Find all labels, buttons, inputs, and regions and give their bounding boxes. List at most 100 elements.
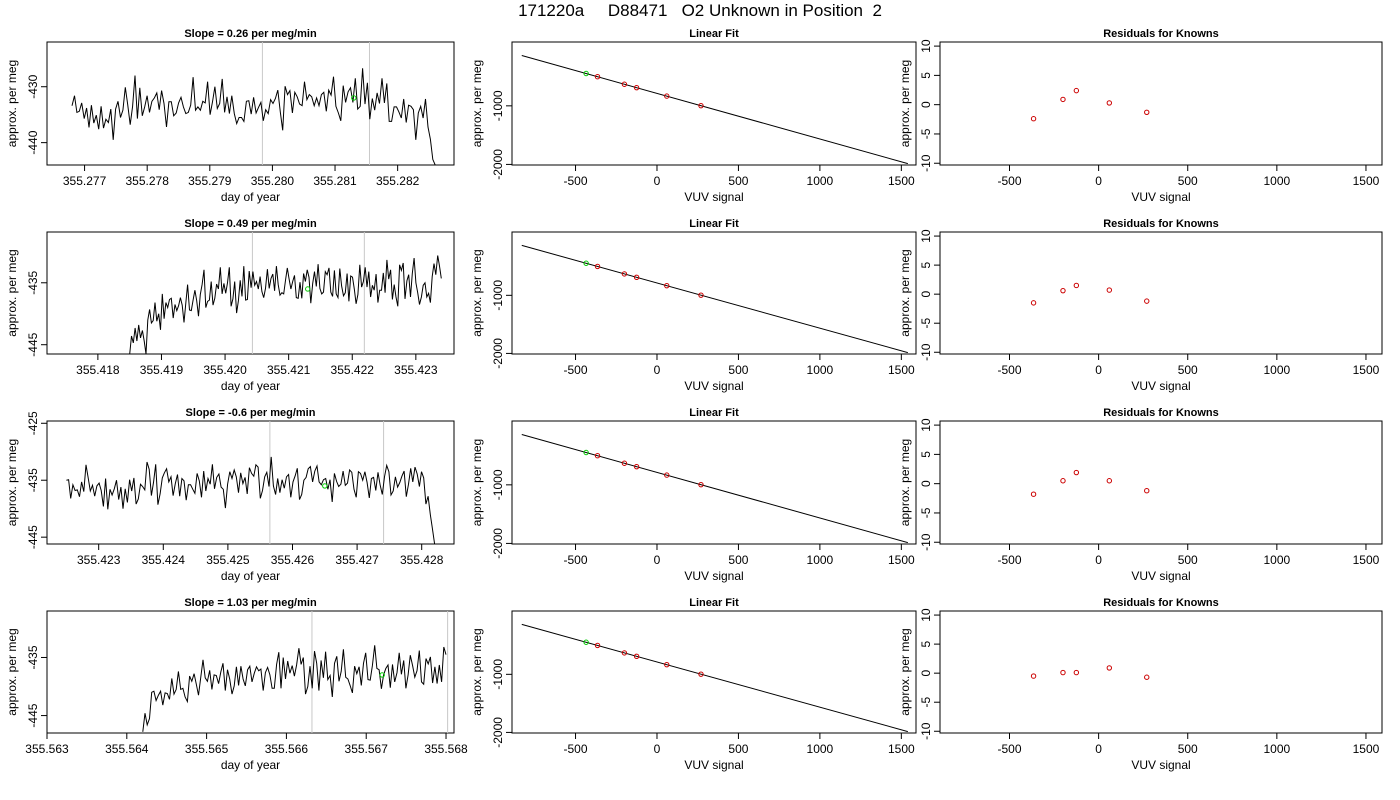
residual-point xyxy=(1030,116,1037,122)
known-point xyxy=(664,93,670,99)
y-tick-label: -2000 xyxy=(491,717,505,748)
y-tick-label: -445 xyxy=(26,332,40,356)
x-tick-label: 1000 xyxy=(807,742,834,756)
unknown-mean-point xyxy=(305,286,311,292)
y-tick-label: 5 xyxy=(919,451,933,458)
x-axis-label: day of year xyxy=(221,758,280,772)
x-tick-label: 500 xyxy=(1178,742,1198,756)
residual-point xyxy=(1144,674,1150,680)
x-axis-label: VUV signal xyxy=(684,569,743,583)
panel-title: Slope = 0.49 per meg/min xyxy=(184,218,317,230)
y-tick-label: -435 xyxy=(26,645,40,669)
panel-2-time: Slope = 0.49 per meg/min 355.418 355.419 35… xyxy=(5,218,455,393)
x-tick-label: 355.568 xyxy=(424,742,468,756)
known-point xyxy=(621,81,628,87)
plot-area xyxy=(71,42,436,165)
plot-area xyxy=(1030,87,1150,122)
fit-line xyxy=(521,55,908,165)
y-tick-label: 10 xyxy=(919,229,933,243)
panel-title: Linear Fit xyxy=(689,407,739,419)
residual-point xyxy=(1060,478,1066,484)
plot-frame xyxy=(939,420,1383,545)
x-tick-label: 355.427 xyxy=(335,553,379,567)
panel-3-fit: Linear Fit -500 0 500 1000 1500 -2000 -1000 VUV … xyxy=(470,407,917,583)
y-tick-label: -10 xyxy=(919,343,933,361)
page-title: 171220a D88471 O2 Unknown in Position 2 xyxy=(518,1,882,20)
x-tick-label: 355.567 xyxy=(345,742,389,756)
x-tick-label: 1500 xyxy=(1353,553,1380,567)
panel-title: Linear Fit xyxy=(689,597,739,609)
known-point xyxy=(698,292,704,298)
panel-title: Residuals for Knowns xyxy=(1103,597,1219,609)
y-tick-label: 5 xyxy=(919,72,933,79)
x-tick-label: 0 xyxy=(654,174,661,188)
plot-area xyxy=(1030,282,1150,306)
x-tick-label: 0 xyxy=(1095,174,1102,188)
residual-point xyxy=(1106,665,1113,671)
residual-point xyxy=(1073,469,1080,476)
y-tick-label: -425 xyxy=(26,411,40,435)
x-tick-label: 1000 xyxy=(1263,742,1290,756)
plot-area xyxy=(1030,469,1150,497)
x-tick-label: 355.423 xyxy=(77,553,121,567)
panel-title: Linear Fit xyxy=(689,28,739,40)
residual-point xyxy=(1073,87,1080,94)
x-axis-label: VUV signal xyxy=(1131,379,1190,393)
x-tick-label: 355.422 xyxy=(331,363,375,377)
known-point xyxy=(594,642,601,649)
plot-area xyxy=(66,421,436,544)
x-tick-label: -500 xyxy=(997,174,1021,188)
x-tick-label: -500 xyxy=(564,742,588,756)
y-axis-label: approx. per meg xyxy=(898,60,912,147)
plot-frame xyxy=(46,41,455,166)
y-axis-label: approx. per meg xyxy=(470,439,484,526)
y-tick-label: 0 xyxy=(919,101,933,108)
y-tick-label: -10 xyxy=(919,154,933,172)
x-tick-label: 500 xyxy=(728,174,748,188)
x-tick-label: 0 xyxy=(1095,363,1102,377)
x-axis-label: VUV signal xyxy=(684,190,743,204)
unknown-mean-point xyxy=(379,672,385,678)
y-axis-label: approx. per meg xyxy=(5,249,19,336)
y-tick-label: -5 xyxy=(919,318,933,329)
plot-frame xyxy=(46,231,455,355)
panel-title: Residuals for Knowns xyxy=(1103,218,1219,230)
residual-point xyxy=(1144,488,1150,494)
y-tick-label: -10 xyxy=(919,533,933,551)
y-tick-label: 0 xyxy=(919,480,933,487)
x-tick-label: 355.424 xyxy=(142,553,186,567)
x-tick-label: 1500 xyxy=(1353,174,1380,188)
x-tick-label: -500 xyxy=(997,553,1021,567)
x-tick-label: 500 xyxy=(1178,363,1198,377)
x-tick-label: 1500 xyxy=(1353,742,1380,756)
y-tick-label: -2000 xyxy=(491,528,505,559)
y-axis-label: approx. per meg xyxy=(5,60,19,147)
x-tick-label: 355.279 xyxy=(188,174,232,188)
plot-frame xyxy=(939,41,1383,166)
plot-frame xyxy=(46,420,455,545)
x-tick-label: 355.423 xyxy=(394,363,438,377)
x-tick-label: 355.419 xyxy=(140,363,184,377)
y-axis-label: approx. per meg xyxy=(5,439,19,526)
x-tick-label: -500 xyxy=(564,174,588,188)
x-tick-label: 1500 xyxy=(888,553,915,567)
x-tick-label: 355.426 xyxy=(271,553,315,567)
x-tick-label: 0 xyxy=(1095,553,1102,567)
panel-2-fit: Linear Fit -500 0 500 1000 1500 -2000 -1000 VUV … xyxy=(470,218,917,393)
y-tick-label: 0 xyxy=(919,670,933,677)
panel-title: Slope = 1.03 per meg/min xyxy=(184,597,317,609)
x-tick-label: 355.278 xyxy=(125,174,169,188)
known-point xyxy=(621,271,628,277)
x-tick-label: 500 xyxy=(1178,174,1198,188)
y-tick-label: 5 xyxy=(919,640,933,647)
unknown-mean-point xyxy=(322,483,328,489)
y-tick-label: -5 xyxy=(919,697,933,708)
x-tick-label: 0 xyxy=(1095,742,1102,756)
x-tick-label: 355.420 xyxy=(203,363,247,377)
x-tick-label: 355.280 xyxy=(251,174,295,188)
unknown-point xyxy=(583,260,589,266)
y-axis-label: approx. per meg xyxy=(470,628,484,715)
x-axis-label: VUV signal xyxy=(684,379,743,393)
x-tick-label: -500 xyxy=(564,553,588,567)
x-axis-label: VUV signal xyxy=(684,758,743,772)
